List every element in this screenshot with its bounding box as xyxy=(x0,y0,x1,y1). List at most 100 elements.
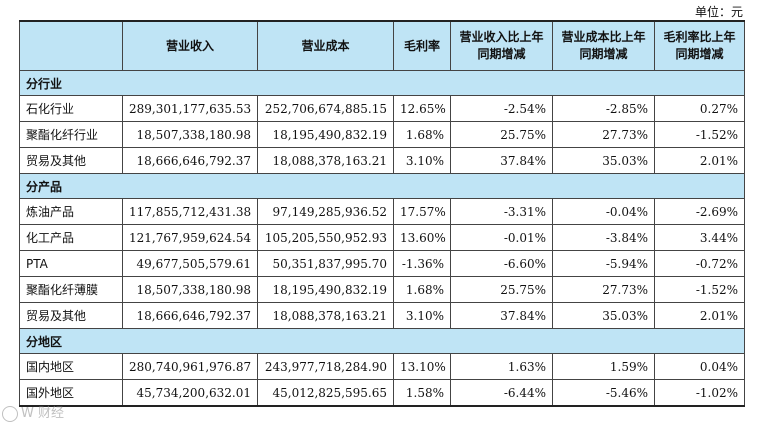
row-label: 贸易及其他 xyxy=(19,302,123,329)
revenue-change-cell: -6.44% xyxy=(450,379,553,407)
revenue-cell: 289,301,177,635.53 xyxy=(122,95,258,122)
row-label: 化工产品 xyxy=(19,224,123,251)
margin-cell: 13.10% xyxy=(393,353,451,380)
section-header-row: 分行业 xyxy=(19,70,745,96)
header-cost: 营业成本 xyxy=(257,20,394,71)
section-title: 分产品 xyxy=(19,173,745,199)
cost-cell: 18,195,490,832.19 xyxy=(257,276,394,303)
table-row: 聚酯化纤行业 18,507,338,180.98 18,195,490,832.19… xyxy=(19,121,745,148)
margin-cell: 3.10% xyxy=(393,147,451,174)
watermark-logo-icon xyxy=(2,405,18,422)
cost-change-cell: -5.46% xyxy=(552,379,655,407)
section-header-row: 分地区 xyxy=(19,328,745,354)
table-row: 国内地区 280,740,961,976.87 243,977,718,284.90… xyxy=(19,353,745,380)
section-title: 分地区 xyxy=(19,328,745,354)
table-row: 贸易及其他 18,666,646,792.37 18,088,378,163.21 3… xyxy=(19,147,745,174)
revenue-change-cell: 25.75% xyxy=(450,276,553,303)
header-cost-change: 营业成本比上年同期增减 xyxy=(552,20,655,71)
cost-cell: 105,205,550,952.93 xyxy=(257,224,394,251)
row-label: 国内地区 xyxy=(19,353,123,380)
table-row: 贸易及其他 18,666,646,792.37 18,088,378,163.21 3… xyxy=(19,302,745,329)
revenue-change-cell: 1.63% xyxy=(450,353,553,380)
cost-change-cell: -0.04% xyxy=(552,198,655,225)
revenue-cell: 121,767,959,624.54 xyxy=(122,224,258,251)
revenue-change-cell: -6.60% xyxy=(450,250,553,277)
table-row: PTA 49,677,505,579.61 50,351,837,995.70 -1.… xyxy=(19,250,745,277)
margin-cell: 12.65% xyxy=(393,95,451,122)
revenue-change-cell: 37.84% xyxy=(450,147,553,174)
revenue-change-cell: 37.84% xyxy=(450,302,553,329)
table-row: 聚酯化纤薄膜 18,507,338,180.98 18,195,490,832.19… xyxy=(19,276,745,303)
row-label: 聚酯化纤薄膜 xyxy=(19,276,123,303)
cost-cell: 243,977,718,284.90 xyxy=(257,353,394,380)
cost-change-cell: -3.84% xyxy=(552,224,655,251)
watermark-text: W 财经 xyxy=(21,406,64,421)
revenue-cell: 18,507,338,180.98 xyxy=(122,276,258,303)
header-revenue-change: 营业收入比上年同期增减 xyxy=(450,20,553,71)
margin-change-cell: -1.52% xyxy=(654,276,745,303)
cost-cell: 97,149,285,936.52 xyxy=(257,198,394,225)
row-label: 石化行业 xyxy=(19,95,123,122)
cost-cell: 252,706,674,885.15 xyxy=(257,95,394,122)
row-label: 聚酯化纤行业 xyxy=(19,121,123,148)
watermark: W 财经 xyxy=(2,402,64,422)
cost-change-cell: 27.73% xyxy=(552,121,655,148)
table-row: 炼油产品 117,855,712,431.38 97,149,285,936.52 1… xyxy=(19,198,745,225)
row-label: 贸易及其他 xyxy=(19,147,123,174)
margin-cell: 1.58% xyxy=(393,379,451,407)
cost-change-cell: 1.59% xyxy=(552,353,655,380)
cost-cell: 18,088,378,163.21 xyxy=(257,147,394,174)
revenue-cell: 280,740,961,976.87 xyxy=(122,353,258,380)
margin-change-cell: 0.27% xyxy=(654,95,745,122)
header-row: 营业收入 营业成本 毛利率 营业收入比上年同期增减 营业成本比上年同期增减 毛利… xyxy=(19,20,745,71)
margin-change-cell: 2.01% xyxy=(654,147,745,174)
margin-change-cell: -0.72% xyxy=(654,250,745,277)
cost-cell: 18,088,378,163.21 xyxy=(257,302,394,329)
table-body: 分行业 石化行业 289,301,177,635.53 252,706,674,885… xyxy=(19,70,745,407)
revenue-cell: 18,666,646,792.37 xyxy=(122,302,258,329)
revenue-change-cell: -0.01% xyxy=(450,224,553,251)
cost-change-cell: -5.94% xyxy=(552,250,655,277)
margin-cell: 17.57% xyxy=(393,198,451,225)
margin-change-cell: 0.04% xyxy=(654,353,745,380)
cost-cell: 50,351,837,995.70 xyxy=(257,250,394,277)
margin-cell: 1.68% xyxy=(393,276,451,303)
revenue-cell: 18,507,338,180.98 xyxy=(122,121,258,148)
table-row: 石化行业 289,301,177,635.53 252,706,674,885.15… xyxy=(19,95,745,122)
header-cell-blank xyxy=(19,20,123,71)
revenue-cell: 45,734,200,632.01 xyxy=(122,379,258,407)
revenue-cell: 49,677,505,579.61 xyxy=(122,250,258,277)
header-margin-change: 毛利率比上年同期增减 xyxy=(654,20,745,71)
unit-label: 单位：元 xyxy=(694,5,743,19)
row-label: 国外地区 xyxy=(19,379,123,407)
margin-cell: 1.68% xyxy=(393,121,451,148)
cost-cell: 18,195,490,832.19 xyxy=(257,121,394,148)
revenue-change-cell: 25.75% xyxy=(450,121,553,148)
margin-change-cell: 2.01% xyxy=(654,302,745,329)
margin-change-cell: -1.52% xyxy=(654,121,745,148)
revenue-cell: 18,666,646,792.37 xyxy=(122,147,258,174)
revenue-change-cell: -2.54% xyxy=(450,95,553,122)
header-revenue: 营业收入 xyxy=(122,20,258,71)
margin-change-cell: -1.02% xyxy=(654,379,745,407)
row-label: PTA xyxy=(19,250,123,277)
margin-change-cell: -2.69% xyxy=(654,198,745,225)
cost-change-cell: -2.85% xyxy=(552,95,655,122)
cost-change-cell: 35.03% xyxy=(552,302,655,329)
financial-table: 营业收入 营业成本 毛利率 营业收入比上年同期增减 营业成本比上年同期增减 毛利… xyxy=(19,20,745,407)
table-row: 化工产品 121,767,959,624.54 105,205,550,952.93… xyxy=(19,224,745,251)
margin-cell: 13.60% xyxy=(393,224,451,251)
margin-cell: -1.36% xyxy=(393,250,451,277)
section-header-row: 分产品 xyxy=(19,173,745,199)
margin-cell: 3.10% xyxy=(393,302,451,329)
row-label: 炼油产品 xyxy=(19,198,123,225)
cost-change-cell: 35.03% xyxy=(552,147,655,174)
cost-cell: 45,012,825,595.65 xyxy=(257,379,394,407)
margin-change-cell: 3.44% xyxy=(654,224,745,251)
section-title: 分行业 xyxy=(19,70,745,96)
revenue-cell: 117,855,712,431.38 xyxy=(122,198,258,225)
header-margin: 毛利率 xyxy=(393,20,451,71)
cost-change-cell: 27.73% xyxy=(552,276,655,303)
table-row: 国外地区 45,734,200,632.01 45,012,825,595.65 1.… xyxy=(19,379,745,407)
revenue-change-cell: -3.31% xyxy=(450,198,553,225)
